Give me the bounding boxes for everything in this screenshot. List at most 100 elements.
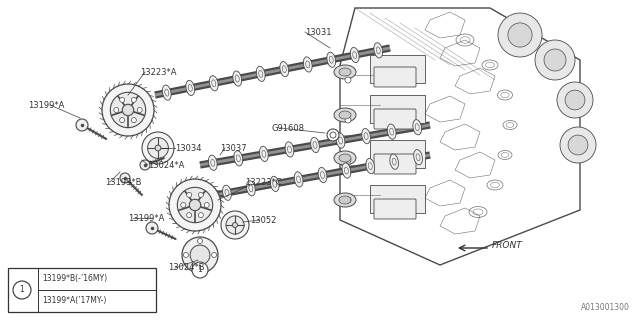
Ellipse shape [350,47,359,63]
Text: 1: 1 [20,285,24,294]
Circle shape [327,129,339,141]
Text: 13052: 13052 [250,215,276,225]
Ellipse shape [342,163,351,178]
Circle shape [198,238,202,244]
Bar [370,140,425,168]
Circle shape [508,23,532,47]
FancyBboxPatch shape [8,268,156,312]
Text: 13034: 13034 [175,143,202,153]
Circle shape [110,92,146,128]
Circle shape [131,97,136,102]
Ellipse shape [374,43,383,58]
Circle shape [226,216,244,234]
Text: 1: 1 [198,266,202,275]
Ellipse shape [285,142,294,157]
Circle shape [181,203,186,207]
Circle shape [560,127,596,163]
FancyBboxPatch shape [374,199,416,219]
FancyBboxPatch shape [374,109,416,129]
Circle shape [122,104,134,116]
Circle shape [120,97,125,102]
Circle shape [169,179,221,231]
Ellipse shape [294,172,303,187]
Circle shape [76,119,88,131]
Ellipse shape [209,155,217,170]
Text: FRONT: FRONT [492,241,523,250]
Circle shape [13,281,31,299]
Ellipse shape [334,193,356,207]
Text: 13223*C: 13223*C [245,178,282,187]
Ellipse shape [362,129,371,144]
Circle shape [120,118,125,123]
Circle shape [184,252,188,258]
Ellipse shape [260,146,268,162]
Ellipse shape [310,137,319,153]
Text: 13199*A(’17MY-): 13199*A(’17MY-) [42,297,106,306]
Text: 13024*B: 13024*B [168,263,205,273]
Circle shape [565,90,585,110]
Ellipse shape [334,65,356,79]
Circle shape [120,173,130,183]
Ellipse shape [334,151,356,165]
Ellipse shape [318,167,327,183]
Circle shape [146,222,158,234]
Circle shape [187,192,191,197]
Circle shape [345,157,351,163]
Ellipse shape [223,185,231,200]
Ellipse shape [413,150,422,165]
Circle shape [131,118,136,123]
Circle shape [535,40,575,80]
Circle shape [137,108,142,113]
Circle shape [498,13,542,57]
Ellipse shape [234,151,243,166]
Text: A013001300: A013001300 [581,303,630,312]
Circle shape [232,222,237,228]
Ellipse shape [303,57,312,72]
Circle shape [192,262,208,278]
Circle shape [190,245,210,265]
Ellipse shape [233,71,242,86]
Ellipse shape [413,120,422,135]
Circle shape [557,82,593,118]
Ellipse shape [366,158,374,174]
Circle shape [198,212,204,218]
Bar [370,95,425,123]
Circle shape [148,138,168,158]
Circle shape [177,187,212,223]
Circle shape [212,252,216,258]
Text: 13199*B(-’16MY): 13199*B(-’16MY) [42,275,107,284]
Text: 13199*A: 13199*A [28,100,65,109]
Ellipse shape [327,52,335,67]
Ellipse shape [209,76,218,91]
Ellipse shape [339,154,351,162]
Ellipse shape [336,133,345,148]
FancyBboxPatch shape [374,67,416,87]
Ellipse shape [257,66,265,82]
Circle shape [140,160,150,170]
Ellipse shape [186,80,195,96]
Ellipse shape [246,181,255,196]
Text: 13037: 13037 [220,143,246,153]
Circle shape [198,192,204,197]
Ellipse shape [280,61,289,77]
Ellipse shape [270,176,279,191]
Text: G91608: G91608 [272,124,305,132]
Circle shape [187,212,191,218]
Circle shape [544,49,566,71]
Ellipse shape [390,154,399,169]
Circle shape [345,77,351,83]
Circle shape [221,211,249,239]
Circle shape [155,145,161,151]
FancyBboxPatch shape [374,154,416,174]
Circle shape [345,197,351,203]
Ellipse shape [163,85,171,100]
Circle shape [345,117,351,123]
Circle shape [204,203,209,207]
Ellipse shape [339,196,351,204]
Ellipse shape [387,124,396,139]
Circle shape [568,135,588,155]
Bar [370,185,425,213]
Text: 13031: 13031 [305,28,332,36]
Circle shape [189,199,201,211]
Text: 13024*A: 13024*A [148,161,184,170]
